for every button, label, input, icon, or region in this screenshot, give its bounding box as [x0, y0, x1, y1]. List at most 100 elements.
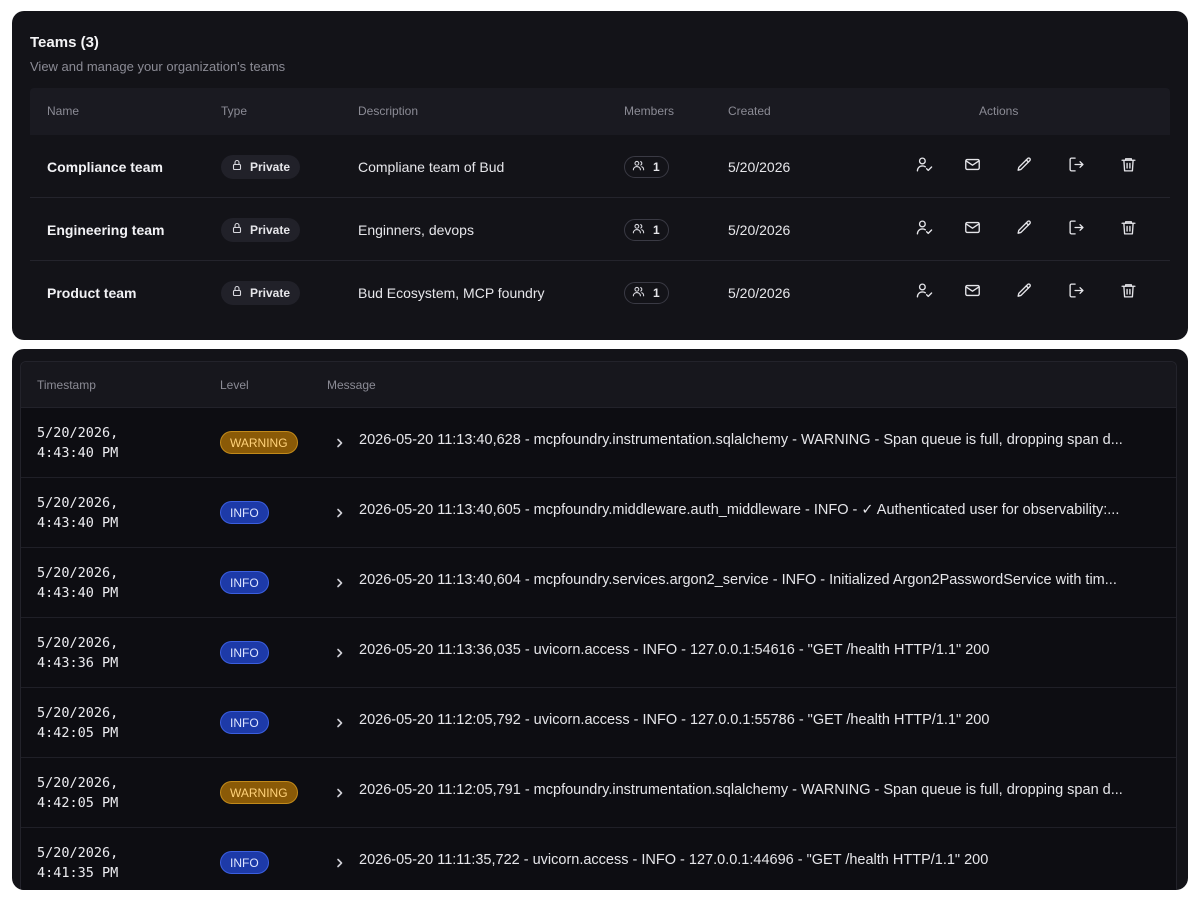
manage-members-button[interactable]: [902, 215, 946, 245]
team-description: Compliane team of Bud: [358, 158, 505, 175]
expand-chevron-icon[interactable]: [333, 644, 347, 662]
pencil-icon: [1016, 219, 1033, 241]
teams-table-header: Name Type Description Members Created Ac…: [30, 88, 1170, 135]
logs-table[interactable]: Timestamp Level Message 5/20/2026, 4:43:…: [20, 361, 1177, 890]
invite-button[interactable]: [946, 278, 998, 308]
team-description: Bud Ecosystem, MCP foundry: [358, 284, 545, 301]
type-label: Private: [250, 159, 291, 174]
log-message: 2026-05-20 11:13:40,628 - mcpfoundry.ins…: [359, 432, 1123, 448]
leave-button[interactable]: [1050, 152, 1102, 182]
table-row: Engineering team Private Enginners, devo…: [30, 198, 1170, 261]
edit-button[interactable]: [998, 215, 1050, 245]
invite-button[interactable]: [946, 215, 998, 245]
delete-button[interactable]: [1102, 215, 1154, 245]
team-name[interactable]: Engineering team: [47, 221, 165, 238]
log-message: 2026-05-20 11:12:05,792 - uvicorn.access…: [359, 712, 990, 728]
type-badge: Private: [221, 280, 301, 305]
row-actions: [902, 198, 1154, 261]
teams-title: Teams (3): [30, 34, 99, 51]
log-row[interactable]: 5/20/2026, 4:43:36 PM INFO 2026-05-20 11…: [21, 618, 1176, 688]
teams-table: Name Type Description Members Created Ac…: [30, 88, 1170, 305]
log-message: 2026-05-20 11:13:40,605 - mcpfoundry.mid…: [359, 502, 1120, 518]
trash-icon: [1120, 282, 1137, 304]
delete-button[interactable]: [1102, 152, 1154, 182]
members-badge: 1: [624, 155, 669, 178]
type-label: Private: [250, 285, 291, 300]
row-actions: [902, 135, 1154, 198]
trash-icon: [1120, 219, 1137, 241]
table-row: Product team Private Bud Ecosystem, MCP …: [30, 261, 1170, 324]
trash-icon: [1120, 156, 1137, 178]
log-message: 2026-05-20 11:11:35,722 - uvicorn.access…: [359, 852, 989, 868]
type-badge: Private: [221, 154, 301, 179]
invite-button[interactable]: [946, 152, 998, 182]
mail-icon: [964, 219, 981, 241]
team-name[interactable]: Compliance team: [47, 158, 163, 175]
team-created: 5/20/2026: [728, 158, 791, 175]
row-actions: [902, 261, 1154, 324]
log-row[interactable]: 5/20/2026, 4:41:35 PM INFO 2026-05-20 11…: [21, 828, 1176, 890]
expand-chevron-icon[interactable]: [333, 434, 347, 452]
teams-subtitle: View and manage your organization's team…: [30, 59, 286, 74]
info-badge: INFO: [220, 641, 269, 664]
mail-icon: [964, 156, 981, 178]
expand-chevron-icon[interactable]: [333, 714, 347, 732]
log-timestamp: 5/20/2026, 4:42:05 PM: [37, 775, 119, 811]
log-message: 2026-05-20 11:12:05,791 - mcpfoundry.ins…: [359, 782, 1123, 798]
log-timestamp: 5/20/2026, 4:43:40 PM: [37, 495, 119, 531]
team-name[interactable]: Product team: [47, 284, 137, 301]
warning-badge: WARNING: [220, 781, 298, 804]
column-header-level: Level: [220, 378, 249, 392]
teams-panel: Teams (3) View and manage your organizat…: [12, 11, 1188, 340]
type-label: Private: [250, 222, 291, 237]
column-header-created: Created: [728, 104, 771, 118]
column-header-actions: Actions: [979, 104, 1019, 118]
manage-members-button[interactable]: [902, 278, 946, 308]
log-row[interactable]: 5/20/2026, 4:43:40 PM WARNING 2026-05-20…: [21, 408, 1176, 478]
edit-button[interactable]: [998, 152, 1050, 182]
mail-icon: [964, 282, 981, 304]
log-timestamp: 5/20/2026, 4:41:35 PM: [37, 845, 119, 881]
expand-chevron-icon[interactable]: [333, 784, 347, 802]
delete-button[interactable]: [1102, 278, 1154, 308]
pencil-icon: [1016, 282, 1033, 304]
pencil-icon: [1016, 156, 1033, 178]
column-header-description: Description: [358, 104, 419, 118]
user-check-icon: [916, 219, 933, 241]
warning-badge: WARNING: [220, 431, 298, 454]
expand-chevron-icon[interactable]: [333, 574, 347, 592]
members-count: 1: [653, 159, 660, 174]
lock-icon: [231, 159, 243, 174]
leave-button[interactable]: [1050, 278, 1102, 308]
log-timestamp: 5/20/2026, 4:43:40 PM: [37, 425, 119, 461]
column-header-type: Type: [221, 104, 248, 118]
team-description: Enginners, devops: [358, 221, 474, 238]
column-header-message: Message: [327, 378, 376, 392]
users-icon: [632, 159, 645, 175]
log-row[interactable]: 5/20/2026, 4:42:05 PM WARNING 2026-05-20…: [21, 758, 1176, 828]
type-badge: Private: [221, 217, 301, 242]
user-check-icon: [916, 156, 933, 178]
expand-chevron-icon[interactable]: [333, 854, 347, 872]
logs-table-header: Timestamp Level Message: [21, 362, 1176, 408]
column-header-members: Members: [624, 104, 675, 118]
log-row[interactable]: 5/20/2026, 4:43:40 PM INFO 2026-05-20 11…: [21, 548, 1176, 618]
leave-button[interactable]: [1050, 215, 1102, 245]
info-badge: INFO: [220, 501, 269, 524]
edit-button[interactable]: [998, 278, 1050, 308]
info-badge: INFO: [220, 851, 269, 874]
users-icon: [632, 222, 645, 238]
table-row: Compliance team Private Compliane team o…: [30, 135, 1170, 198]
logout-icon: [1068, 282, 1085, 304]
logs-panel: Timestamp Level Message 5/20/2026, 4:43:…: [12, 349, 1188, 890]
members-count: 1: [653, 222, 660, 237]
members-badge: 1: [624, 218, 669, 241]
log-timestamp: 5/20/2026, 4:43:36 PM: [37, 635, 119, 671]
log-row[interactable]: 5/20/2026, 4:42:05 PM INFO 2026-05-20 11…: [21, 688, 1176, 758]
team-created: 5/20/2026: [728, 221, 791, 238]
info-badge: INFO: [220, 571, 269, 594]
log-row[interactable]: 5/20/2026, 4:43:40 PM INFO 2026-05-20 11…: [21, 478, 1176, 548]
logout-icon: [1068, 156, 1085, 178]
expand-chevron-icon[interactable]: [333, 504, 347, 522]
manage-members-button[interactable]: [902, 152, 946, 182]
